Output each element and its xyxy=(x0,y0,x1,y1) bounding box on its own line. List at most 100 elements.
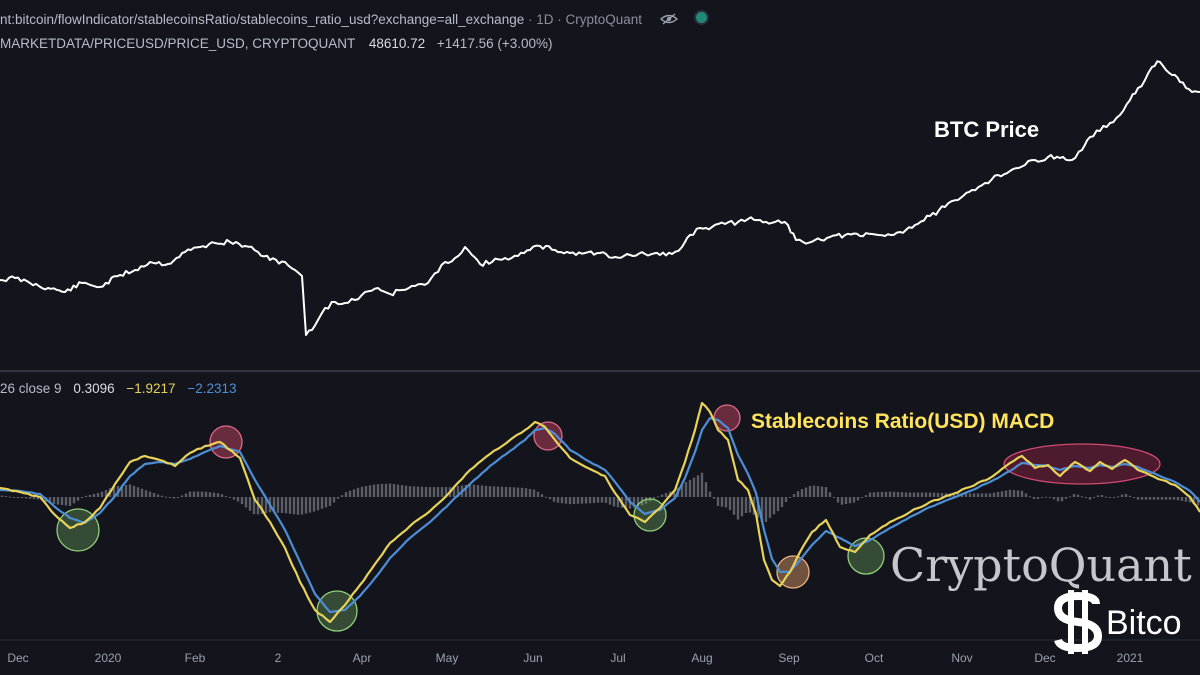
histogram-bar xyxy=(584,497,588,504)
x-tick-label: Dec xyxy=(1034,651,1055,665)
histogram-bar xyxy=(128,484,132,497)
histogram-bar xyxy=(196,491,200,497)
histogram-bar xyxy=(504,486,508,497)
histogram-bar xyxy=(748,497,752,513)
histogram-bar xyxy=(864,495,868,497)
histogram-bar xyxy=(1104,496,1108,498)
histogram-bar xyxy=(796,491,800,497)
histogram-bar xyxy=(1184,497,1188,502)
histogram-bar xyxy=(604,497,608,503)
x-tick-label: Jun xyxy=(523,651,542,665)
x-tick-label: Feb xyxy=(185,651,206,665)
histogram-bar xyxy=(124,484,128,497)
histogram-bar xyxy=(704,482,708,497)
histogram-bar xyxy=(368,485,372,497)
histogram-bar xyxy=(468,484,472,497)
histogram-bar xyxy=(1056,497,1060,502)
histogram-bar xyxy=(860,497,864,498)
histogram-bar xyxy=(1032,497,1036,500)
histogram-bar xyxy=(1120,494,1124,497)
macd-hist-value: 0.3096 xyxy=(73,381,115,396)
histogram-bar xyxy=(180,495,184,497)
histogram-bar xyxy=(592,497,596,504)
histogram-bar xyxy=(768,497,772,518)
btc-price-annotation: BTC Price xyxy=(934,117,1040,142)
histogram-bar xyxy=(900,492,904,497)
histogram-bar xyxy=(160,495,164,497)
histogram-bar xyxy=(1064,497,1068,499)
histogram-bar xyxy=(1108,497,1112,499)
histogram-bar xyxy=(1132,497,1136,498)
histogram-bar xyxy=(696,475,700,497)
histogram-bar xyxy=(4,496,8,498)
histogram-bar xyxy=(600,497,604,503)
histogram-bar xyxy=(852,497,856,503)
interval-label: · 1D · CryptoQuant xyxy=(527,12,643,27)
histogram-bar xyxy=(1144,497,1148,500)
histogram-bar xyxy=(236,497,240,502)
histogram-bar xyxy=(104,489,108,497)
histogram-bar xyxy=(820,486,824,497)
histogram-bar xyxy=(952,493,956,497)
histogram-bar xyxy=(816,486,820,497)
histogram-bar xyxy=(472,484,476,497)
histogram-bar xyxy=(96,492,100,497)
bitcoin-logo-icon xyxy=(1052,590,1104,654)
histogram-bar xyxy=(912,492,916,497)
histogram-bar xyxy=(660,494,664,497)
histogram-bar xyxy=(548,497,552,500)
histogram-bar xyxy=(732,497,736,515)
histogram-bar xyxy=(1152,497,1156,500)
histogram-bar xyxy=(484,485,488,497)
histogram-bar xyxy=(892,491,896,497)
histogram-bar xyxy=(1116,496,1120,498)
histogram-bar xyxy=(436,487,440,497)
histogram-bar xyxy=(208,492,212,497)
x-tick-label: Sep xyxy=(778,651,800,665)
histogram-bar xyxy=(1052,497,1056,500)
histogram-bar xyxy=(304,497,308,514)
histogram-bar xyxy=(1168,497,1172,500)
eye-hidden-icon[interactable] xyxy=(659,13,678,25)
histogram-bar xyxy=(1176,497,1180,501)
histogram-bar xyxy=(312,497,316,512)
histogram-bar xyxy=(224,496,228,498)
histogram-bar xyxy=(1172,497,1176,500)
histogram-bar xyxy=(744,497,748,514)
histogram-bar xyxy=(772,497,776,515)
range-highlight-ellipse xyxy=(1003,443,1161,485)
histogram-bar xyxy=(780,497,784,508)
histogram-bar xyxy=(1164,497,1168,500)
histogram-bar xyxy=(88,494,92,497)
histogram-bar xyxy=(456,486,460,497)
histogram-bar xyxy=(800,489,804,497)
histogram-bar xyxy=(512,487,516,497)
histogram-bar xyxy=(692,477,696,497)
histogram-bar xyxy=(1188,497,1192,503)
histogram-bar xyxy=(916,492,920,497)
cryptoquant-watermark: CryptoQuant xyxy=(890,538,1192,592)
histogram-bar xyxy=(432,487,436,497)
low-highlight-circle xyxy=(633,498,667,532)
histogram-bar xyxy=(608,497,612,505)
histogram-bar xyxy=(636,497,640,507)
histogram-bar xyxy=(1028,496,1032,498)
histogram-bar xyxy=(564,497,568,504)
x-tick-label: 2020 xyxy=(95,651,122,665)
histogram-bar xyxy=(404,485,408,497)
histogram-bar xyxy=(72,497,76,504)
histogram-bar xyxy=(288,497,292,514)
histogram-bar xyxy=(856,497,860,501)
histogram-bar xyxy=(568,497,572,505)
histogram-bar xyxy=(1124,493,1128,497)
histogram-bar xyxy=(1068,496,1072,498)
histogram-bar xyxy=(240,497,244,505)
highlight-markers xyxy=(56,404,1161,632)
histogram-bar xyxy=(596,497,600,503)
status-dot-icon xyxy=(693,10,709,25)
histogram-bar xyxy=(1100,495,1104,497)
histogram-bar xyxy=(976,493,980,497)
histogram-bar xyxy=(588,497,592,504)
